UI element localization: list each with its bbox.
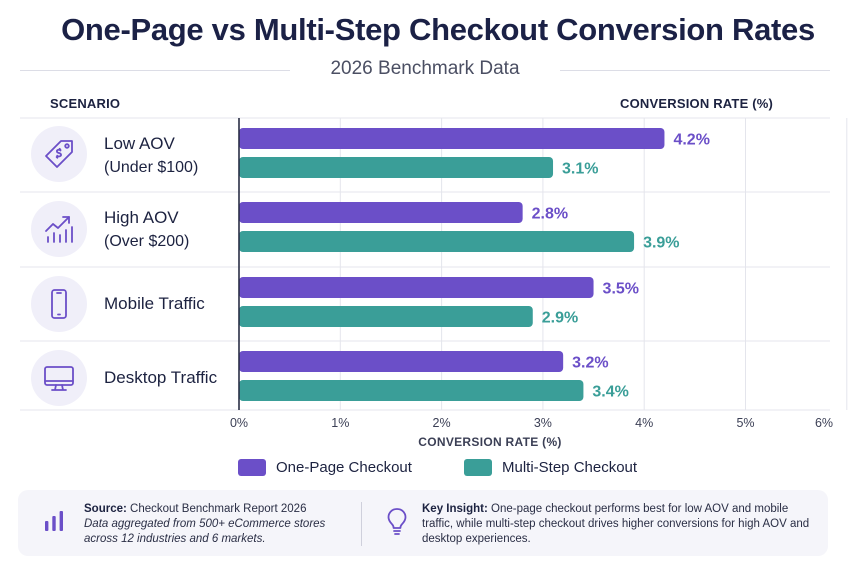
footer-divider xyxy=(361,502,362,546)
subtitle-rule-right xyxy=(560,70,830,71)
rate-column-heading: CONVERSION RATE (%) xyxy=(620,96,774,111)
legend-item-multi-step: Multi-Step Checkout xyxy=(464,459,637,476)
footer-panel: Source: Checkout Benchmark Report 2026 D… xyxy=(18,490,828,556)
legend-label: One-Page Checkout xyxy=(276,459,412,476)
scenario-label-low-aov: Low AOV (Under $100) xyxy=(104,132,198,180)
legend-label: Multi-Step Checkout xyxy=(502,459,638,476)
scenario-qualifier: (Over $200) xyxy=(104,233,190,250)
scenario-qualifier: (Under $100) xyxy=(104,159,199,176)
source-label: Source: xyxy=(84,503,127,515)
legend-item-one-page: One-Page Checkout xyxy=(238,459,412,476)
x-axis-title: CONVERSION RATE (%) xyxy=(418,435,562,449)
source-line-2: across 12 industries and 6 markets. xyxy=(84,533,266,545)
data-label: 3.4% xyxy=(592,384,628,401)
x-tick-label: 3% xyxy=(534,416,552,430)
x-tick-label: 6% xyxy=(815,416,833,430)
desktop-monitor-icon xyxy=(31,350,87,406)
scenario-name: High AOV xyxy=(104,208,179,227)
x-tick-label: 0% xyxy=(230,416,248,430)
chart-legend: One-Page Checkout Multi-Step Checkout xyxy=(0,459,850,481)
x-tick-label: 1% xyxy=(331,416,349,430)
bar-multi-step xyxy=(239,231,635,252)
data-label: 4.2% xyxy=(673,132,709,149)
bar-one-page xyxy=(239,277,594,298)
data-label: 3.5% xyxy=(603,281,639,298)
bar-chart-icon xyxy=(45,511,63,531)
scenario-column-heading: SCENARIO xyxy=(50,96,121,111)
scenario-label-mobile: Mobile Traffic xyxy=(104,292,205,316)
source-note: Source: Checkout Benchmark Report 2026 D… xyxy=(84,502,325,547)
key-insight: Key Insight: One-page checkout performs … xyxy=(422,502,822,547)
data-label: 3.9% xyxy=(643,235,679,252)
price-tag-icon xyxy=(31,126,87,182)
data-label: 2.8% xyxy=(532,206,568,223)
scenario-name: Low AOV xyxy=(104,134,175,153)
bar-multi-step xyxy=(239,380,584,401)
bar-multi-step xyxy=(239,306,533,327)
growth-chart-icon xyxy=(31,201,87,257)
legend-swatch-one-page xyxy=(238,459,266,476)
source-line-1: Data aggregated from 500+ eCommerce stor… xyxy=(84,518,326,530)
legend-swatch-multi-step xyxy=(464,459,492,476)
subtitle-row: 2026 Benchmark Data xyxy=(20,58,830,82)
lightbulb-icon xyxy=(387,508,407,535)
bar-one-page xyxy=(239,351,564,372)
x-tick-label: 5% xyxy=(736,416,754,430)
bar-one-page xyxy=(239,128,665,149)
x-tick-label: 4% xyxy=(635,416,653,430)
data-label: 3.2% xyxy=(572,355,608,372)
scenario-name: Desktop Traffic xyxy=(104,368,218,387)
chart-title: One-Page vs Multi-Step Checkout Conversi… xyxy=(61,12,815,47)
scenario-label-high-aov: High AOV (Over $200) xyxy=(104,206,189,254)
scenario-label-desktop: Desktop Traffic xyxy=(104,366,217,390)
source-title: Checkout Benchmark Report 2026 xyxy=(130,503,307,515)
insight-label: Key Insight: xyxy=(422,503,488,515)
subtitle-rule-left xyxy=(20,70,290,71)
data-label: 3.1% xyxy=(562,161,598,178)
scenario-name: Mobile Traffic xyxy=(104,294,205,313)
x-tick-label: 2% xyxy=(433,416,451,430)
insight-text: One-page checkout performs best for low … xyxy=(422,503,810,545)
bar-one-page xyxy=(239,202,523,223)
data-label: 2.9% xyxy=(542,310,578,327)
chart-subtitle: 2026 Benchmark Data xyxy=(330,58,520,79)
bar-multi-step xyxy=(239,157,554,178)
smartphone-icon xyxy=(31,276,87,332)
